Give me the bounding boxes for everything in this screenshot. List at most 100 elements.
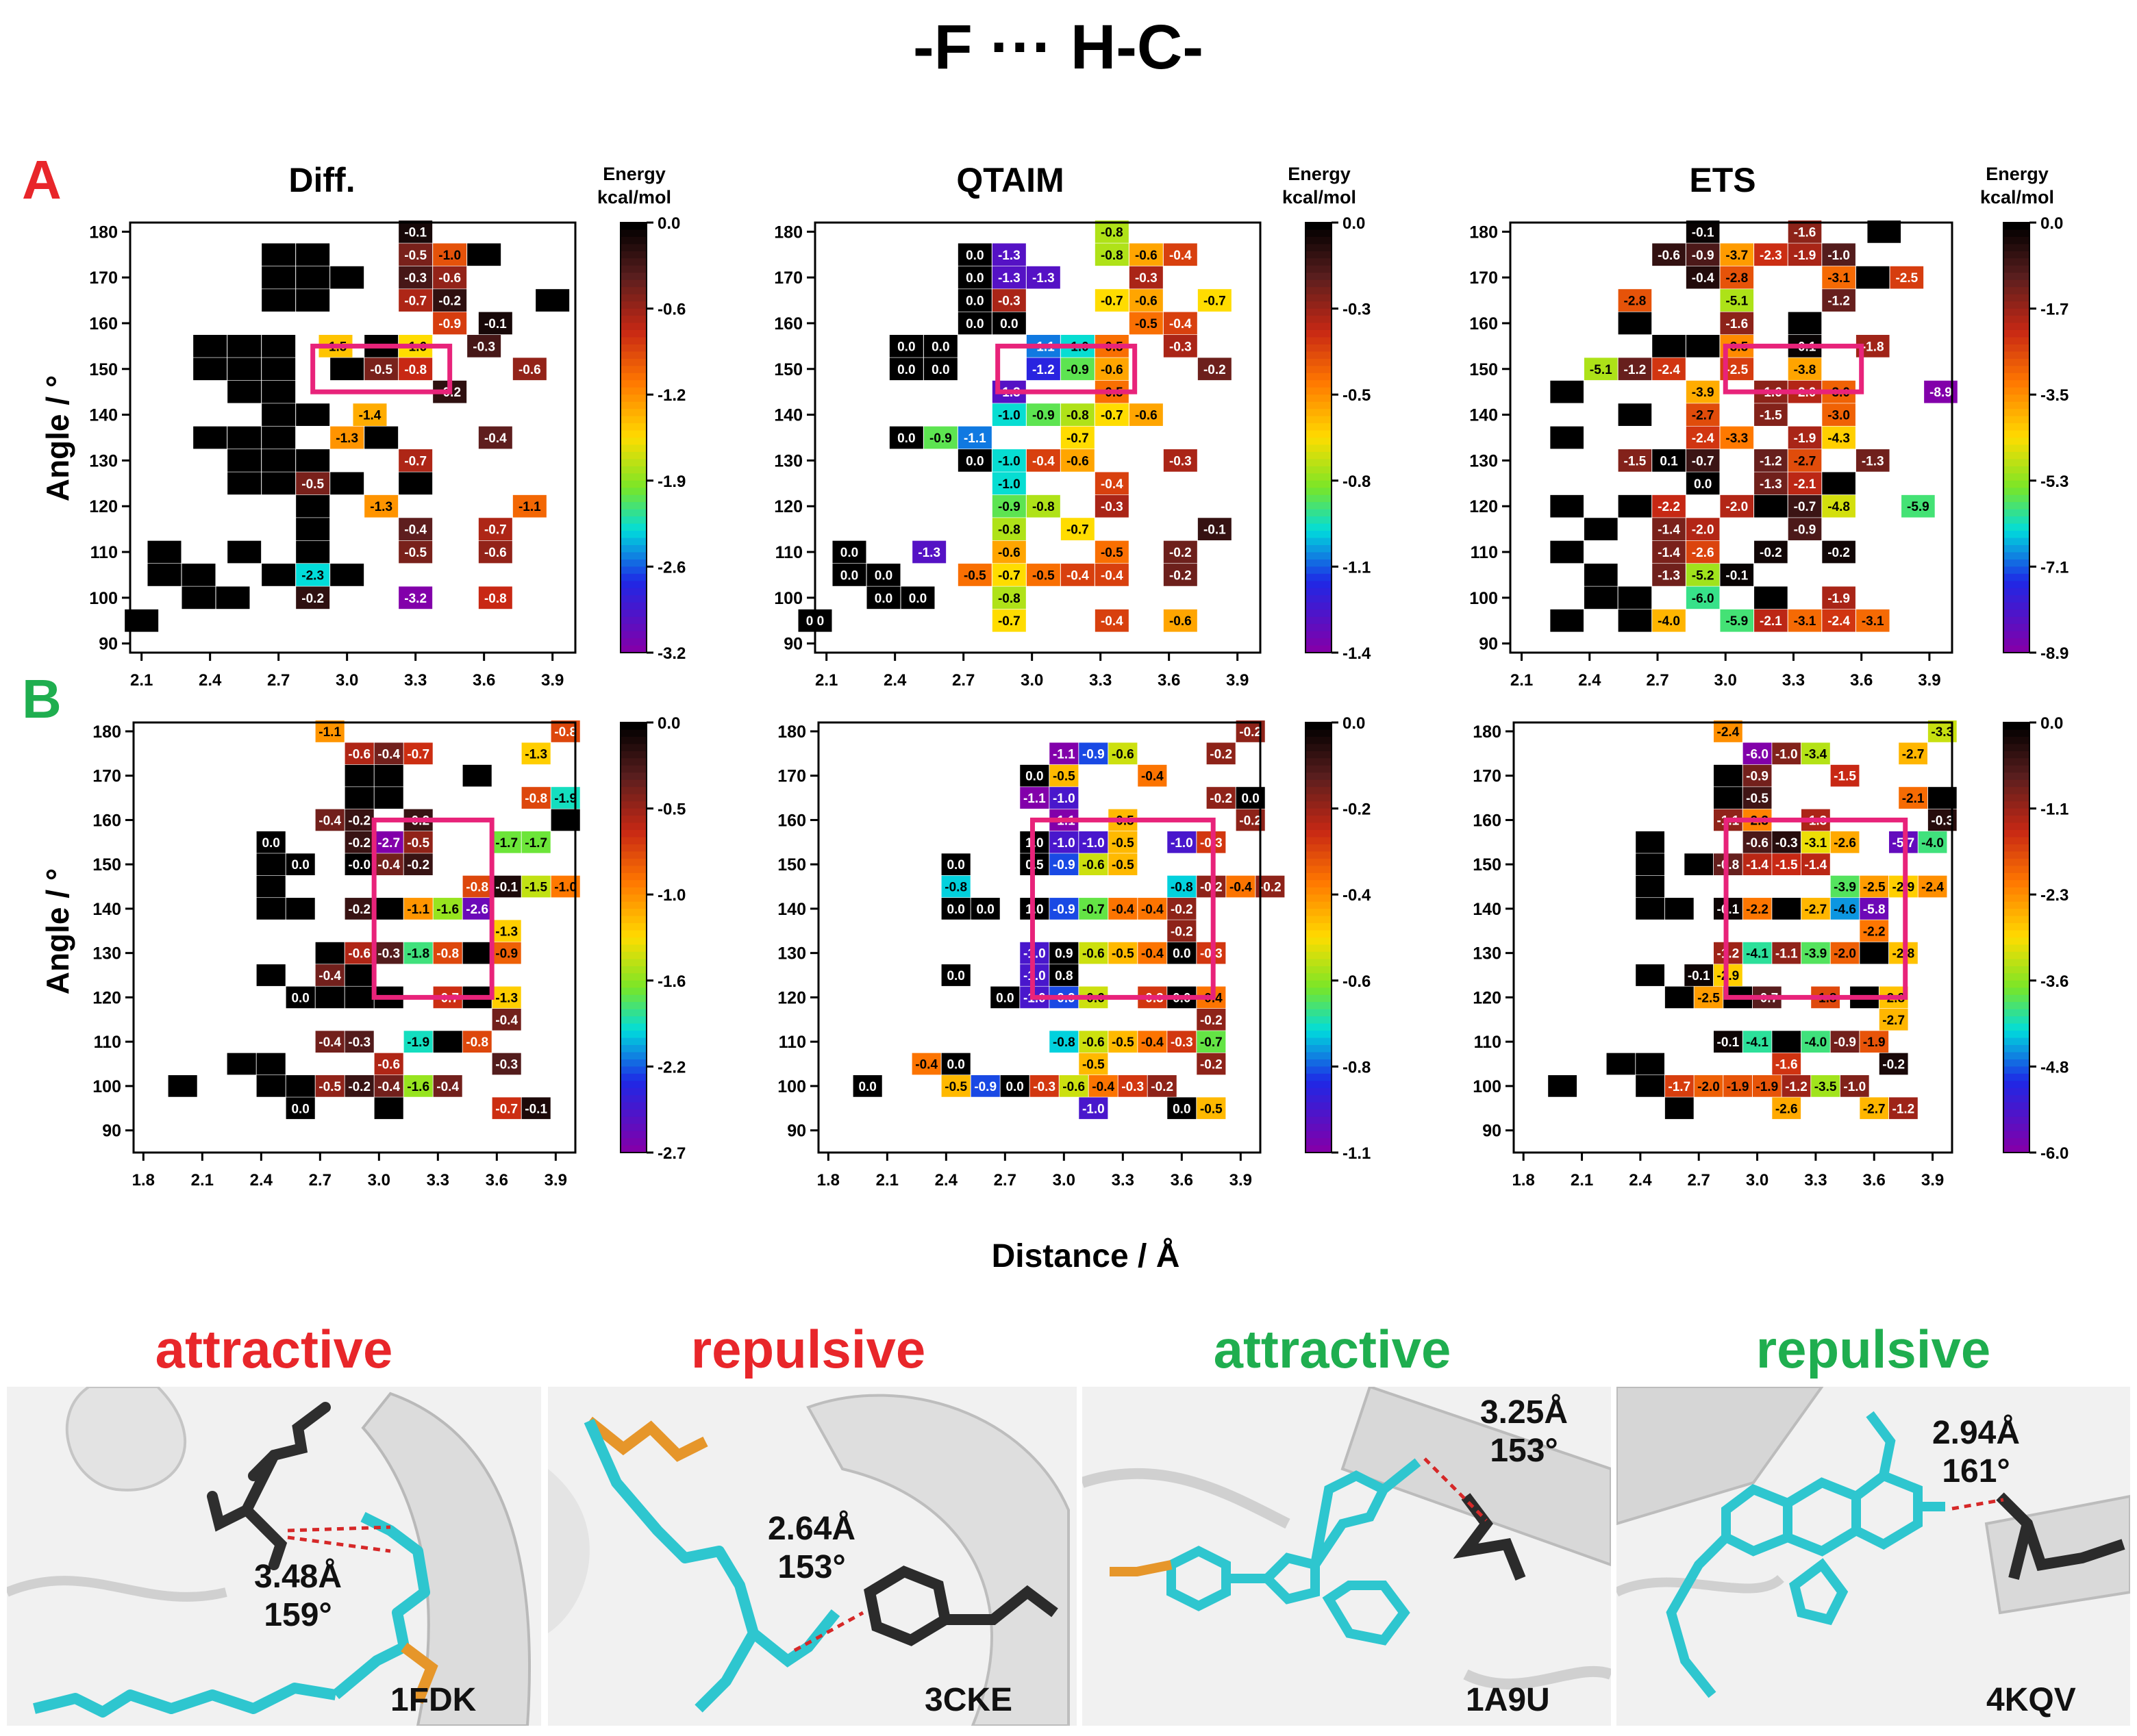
distance-value: 2.64Å bbox=[767, 1511, 856, 1547]
angle-value: 153° bbox=[1490, 1433, 1558, 1469]
colorbar-segment bbox=[2003, 287, 2029, 295]
cell-value-label: -4.0 bbox=[1921, 836, 1944, 851]
x-tick-label: 3.6 bbox=[1850, 671, 1873, 690]
cell-value-label: -1.9 bbox=[1863, 1035, 1886, 1050]
heatmap-cell bbox=[1723, 1075, 1753, 1097]
heatmap-cell bbox=[1788, 220, 1822, 243]
colorbar-tick-label: 0.0 bbox=[1342, 214, 1365, 233]
colorbar-segment bbox=[621, 588, 647, 596]
cell-value-label: -3.1 bbox=[1794, 614, 1816, 629]
heatmap-cell bbox=[399, 243, 433, 266]
cell-value-label: -1.2 bbox=[1624, 363, 1647, 377]
colorbar-segment bbox=[621, 787, 647, 795]
plot-frame bbox=[129, 221, 577, 654]
colorbar-segment bbox=[621, 444, 647, 453]
colorbar-segment bbox=[1305, 765, 1332, 774]
heatmap-cell bbox=[345, 809, 374, 831]
colorbar-segment bbox=[621, 1087, 647, 1096]
heatmap-cell bbox=[1879, 1053, 1908, 1075]
heatmap-cell bbox=[1020, 787, 1049, 809]
cell-value-label: -4.1 bbox=[1746, 947, 1769, 961]
y-tick-label: 160 bbox=[777, 811, 806, 830]
colorbar-segment bbox=[621, 638, 647, 646]
colorbar-segment bbox=[621, 509, 647, 518]
heatmap-cell bbox=[536, 289, 570, 312]
cell-value-label: -0.9 bbox=[998, 500, 1021, 514]
colorbar-segment bbox=[2003, 758, 2029, 766]
heatmap-cell bbox=[315, 720, 345, 742]
heatmap-cell bbox=[1754, 403, 1788, 426]
colorbar-segment bbox=[621, 516, 647, 525]
cell-value-label: -1.3 bbox=[998, 271, 1021, 286]
colorbar-segment bbox=[621, 301, 647, 310]
heatmap-cell bbox=[315, 942, 345, 964]
heatmap-cell bbox=[1788, 312, 1822, 335]
colorbar-segment bbox=[1305, 301, 1332, 310]
y-axis-label-a: Angle / ° bbox=[40, 375, 75, 502]
colorbar-segment bbox=[2003, 516, 2029, 525]
heatmap-cell bbox=[467, 335, 501, 357]
heatmap-cell bbox=[912, 1053, 941, 1075]
cell-value-label: -2.3 bbox=[301, 568, 324, 583]
colorbar-segment bbox=[621, 794, 647, 803]
cell-value-label: 0.1 bbox=[1660, 454, 1678, 468]
cell-value-label: -5.2 bbox=[1692, 568, 1714, 583]
y-tick-label: 120 bbox=[1469, 497, 1498, 516]
heatmap-cell bbox=[1788, 472, 1822, 495]
colorbar-segment bbox=[2003, 330, 2029, 338]
colorbar-segment bbox=[2003, 638, 2029, 646]
cell-value-label: -1.7 bbox=[1668, 1080, 1690, 1094]
row-label-a: A bbox=[22, 149, 62, 210]
colorbar-segment bbox=[2003, 616, 2029, 625]
cell-value-label: -1.6 bbox=[1725, 317, 1748, 331]
colorbar-segment bbox=[1305, 265, 1332, 274]
heatmap-cell bbox=[374, 1053, 403, 1075]
colorbar-segment bbox=[2003, 523, 2029, 532]
colorbar-segment bbox=[621, 801, 647, 809]
cell-value-label: 0.0 bbox=[966, 294, 984, 309]
cell-value-label: 0.0 bbox=[875, 592, 892, 606]
heatmap-cell bbox=[1108, 853, 1138, 876]
colorbar-segment bbox=[2003, 451, 2029, 460]
cell-value-label: -0.2 bbox=[1882, 1058, 1905, 1072]
heatmap-cell bbox=[1060, 426, 1095, 449]
heatmap-cell bbox=[958, 449, 992, 472]
cell-value-label: -0.4 bbox=[1032, 454, 1055, 468]
heatmap-cell bbox=[227, 335, 262, 357]
cell-value-label: -1.0 bbox=[998, 477, 1021, 492]
heatmap-cell bbox=[992, 586, 1026, 609]
colorbar-tick-label: -3.2 bbox=[658, 644, 686, 663]
heatmap-cell bbox=[1686, 540, 1720, 564]
heatmap-cell bbox=[1206, 787, 1236, 809]
heatmap-cell bbox=[1720, 564, 1754, 586]
cell-value-label: -2.2 bbox=[1658, 500, 1680, 514]
heatmap-cell bbox=[256, 875, 286, 898]
cell-value-label: 0.0 bbox=[966, 249, 984, 263]
cell-value-label: 0.0 bbox=[1000, 317, 1018, 331]
y-tick-label: 100 bbox=[774, 589, 803, 608]
colorbar-segment bbox=[2003, 416, 2029, 425]
plot-frame bbox=[1512, 721, 1953, 1154]
cell-value-label: -0.9 bbox=[1834, 1035, 1856, 1050]
cell-value-label: -1.3 bbox=[370, 500, 392, 514]
heatmap-cell bbox=[1801, 898, 1830, 920]
colorbar-segment bbox=[2003, 866, 2029, 874]
cell-value-label: -0.4 bbox=[377, 1080, 400, 1094]
cell-value-label: -0.8 bbox=[466, 1035, 488, 1050]
heatmap-cell bbox=[1772, 742, 1801, 765]
colorbar-segment bbox=[1305, 916, 1332, 924]
colorbar-segment bbox=[2003, 787, 2029, 795]
heatmap-cell bbox=[1754, 494, 1788, 518]
heatmap-cell bbox=[262, 564, 296, 586]
colorbar-segment bbox=[2003, 944, 2029, 953]
heatmap-cell bbox=[374, 831, 403, 853]
heatmap-cell bbox=[1754, 540, 1788, 564]
y-tick-label: 130 bbox=[1473, 944, 1501, 964]
colorbar-segment bbox=[1305, 909, 1332, 917]
cell-value-label: -1.3 bbox=[1032, 271, 1055, 286]
cell-value-label: 0.8 bbox=[1055, 969, 1073, 983]
cell-value-label: -0.1 bbox=[1688, 969, 1710, 983]
colorbar-segment bbox=[621, 994, 647, 1003]
colorbar-segment bbox=[621, 938, 647, 946]
cell-value-label: -1.0 bbox=[554, 881, 577, 895]
